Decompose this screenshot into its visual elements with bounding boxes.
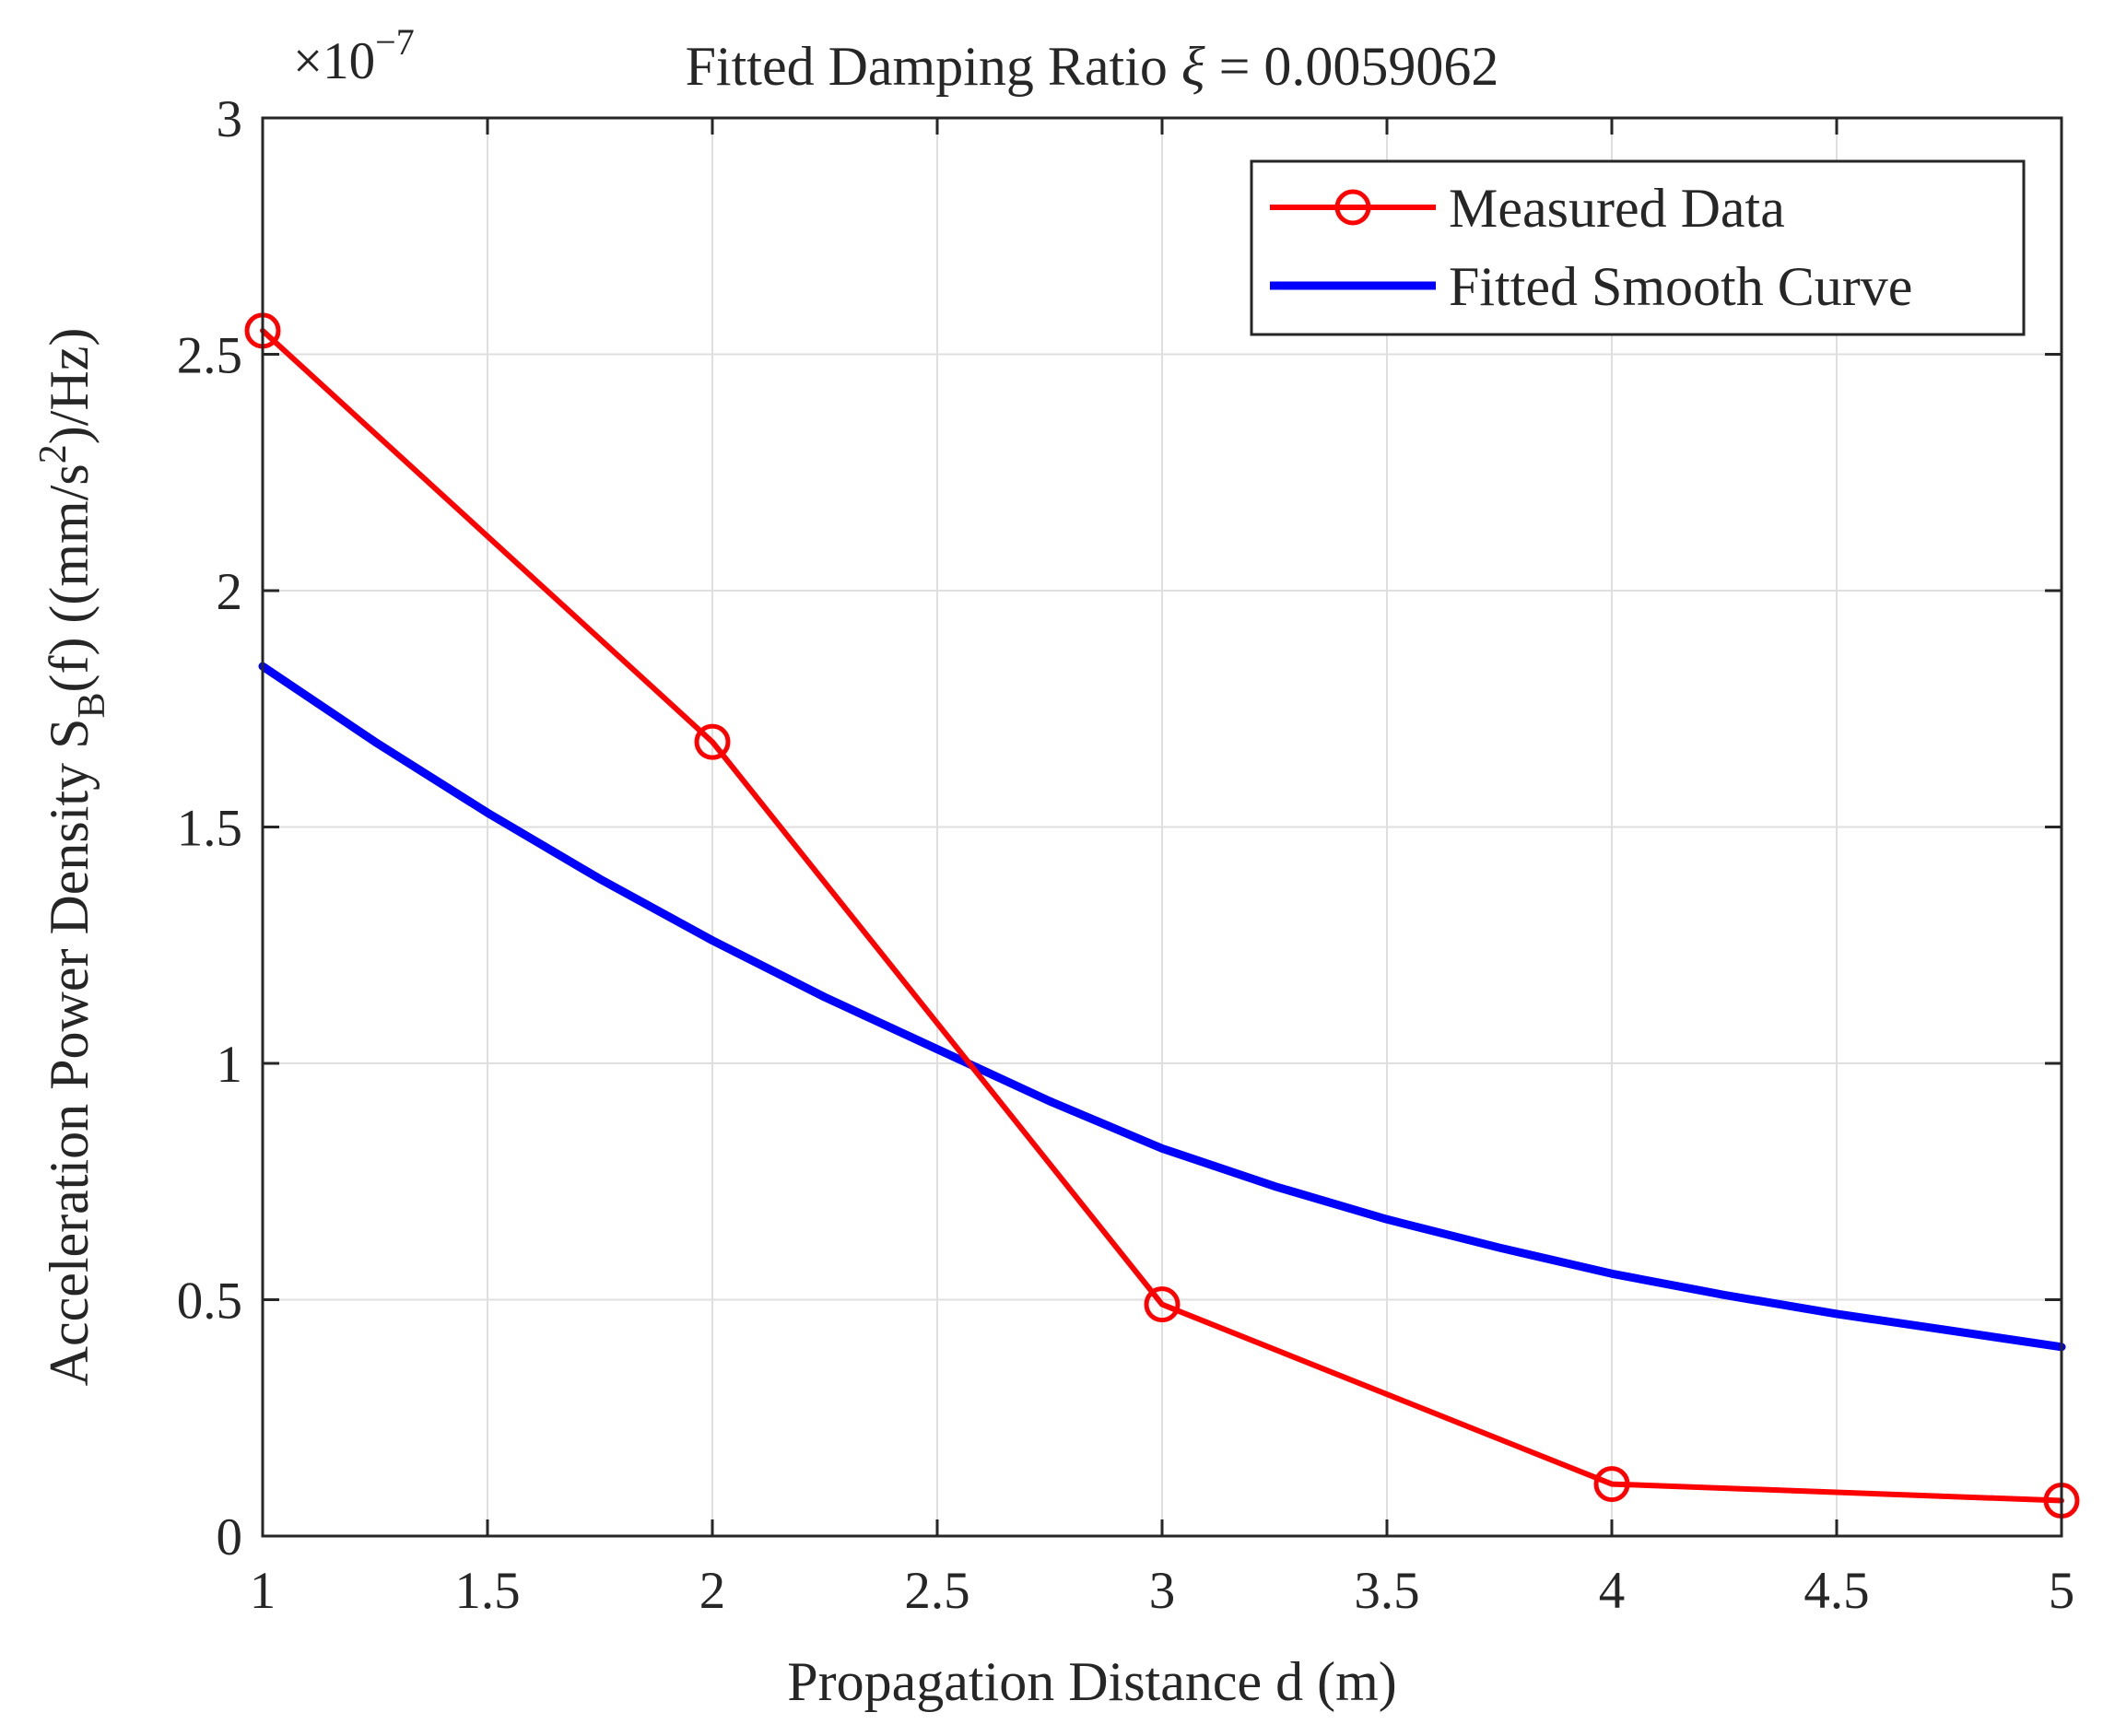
series-line-measured-data (260, 327, 2064, 1504)
chart-title: Fitted Damping Ratio ξ = 0.0059062 (686, 36, 1499, 97)
y-label-prefix: Acceleration Power Density S (39, 719, 100, 1387)
data-point-measured-data (694, 723, 731, 760)
y-label-subscript: B (71, 693, 113, 719)
y-label-middle: (f) ((mm/s (39, 463, 100, 692)
legend-marker-measured-data (1334, 189, 1371, 226)
x-tick-label: 4.5 (1803, 1562, 1869, 1620)
y-label-suffix: )/Hz) (39, 328, 100, 445)
x-axis-label: Propagation Distance d (m) (787, 1651, 1397, 1712)
x-tick-label: 5 (2049, 1562, 2075, 1620)
x-tick-label: 3.5 (1354, 1562, 1419, 1620)
legend-box (1250, 159, 2026, 336)
y-tick-label: 0.5 (177, 1273, 242, 1331)
data-series (244, 312, 2080, 1519)
y-tick-label: 1.5 (177, 800, 242, 858)
y-axis-label: Acceleration Power Density SB(f) ((mm/s2… (32, 328, 113, 1387)
x-tick-label: 1 (250, 1562, 276, 1620)
y-tick-label: 1 (217, 1036, 243, 1094)
y-label-superscript: 2 (32, 444, 75, 463)
y-axis-exponent: ×10−7 (293, 21, 415, 90)
legend-label-measured-data: Measured Data (1449, 178, 1785, 239)
series-line-fitted-smooth-curve (258, 662, 2066, 1352)
x-tick-label: 2.5 (904, 1562, 969, 1620)
legend-label-fitted-smooth-curve: Fitted Smooth Curve (1449, 256, 1912, 317)
data-point-measured-data (1144, 1286, 1181, 1323)
x-tick-labels: 1 1.5 2 2.5 3 3.5 4 4.5 5 (250, 1562, 2075, 1620)
y-tick-label: 3 (217, 90, 243, 148)
y-tick-label: 2.5 (177, 327, 242, 385)
y-exponent-base: ×10 (293, 32, 375, 90)
title-text-part: Fitted Damping Ratio (686, 36, 1181, 97)
x-tick-label: 1.5 (454, 1562, 520, 1620)
y-tick-label: 2 (217, 563, 243, 621)
y-tick-labels: 0 0.5 1 1.5 2 2.5 3 (177, 90, 242, 1566)
plot-frame (261, 116, 2063, 1538)
legend: Measured Data Fitted Smooth Curve (1250, 159, 2026, 336)
title-value-part: = 0.0059062 (1205, 36, 1499, 97)
x-tick-label: 3 (1149, 1562, 1176, 1620)
y-exponent-power: −7 (375, 21, 415, 63)
x-tick-label: 2 (699, 1562, 726, 1620)
title-xi-symbol: ξ (1181, 36, 1205, 97)
y-tick-label: 0 (217, 1508, 243, 1566)
data-point-measured-data (1593, 1466, 1630, 1503)
x-tick-label: 4 (1599, 1562, 1626, 1620)
